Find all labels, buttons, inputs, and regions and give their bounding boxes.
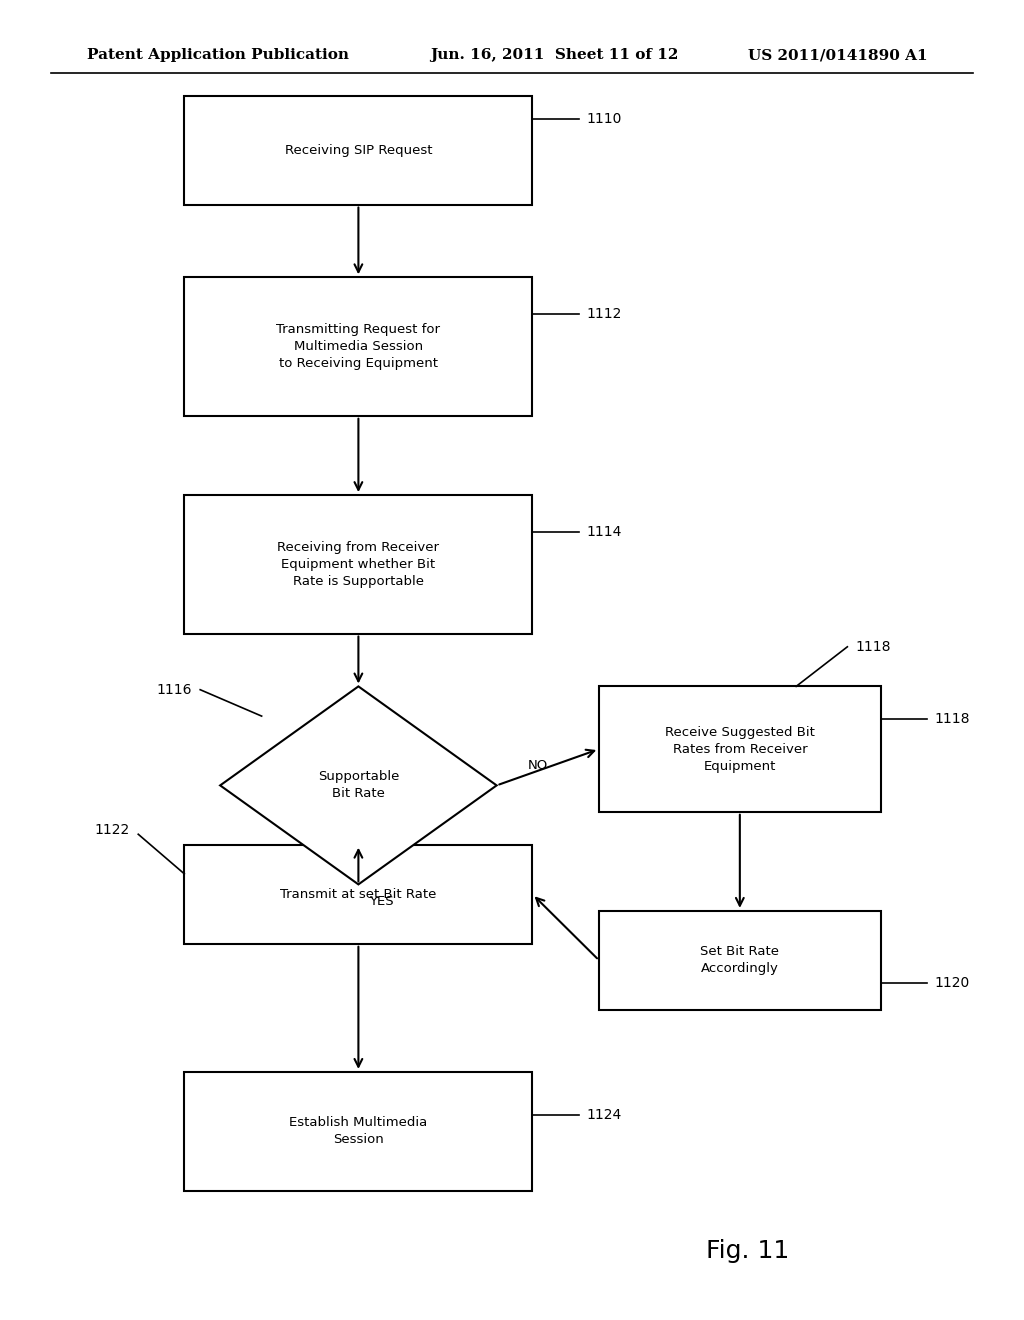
Text: 1112: 1112 bbox=[587, 308, 623, 321]
Text: 1116: 1116 bbox=[157, 682, 191, 697]
Text: Receiving SIP Request: Receiving SIP Request bbox=[285, 144, 432, 157]
Bar bbox=[184, 277, 532, 416]
Bar bbox=[184, 96, 532, 205]
Bar bbox=[184, 495, 532, 634]
Text: 1120: 1120 bbox=[935, 977, 970, 990]
Text: Patent Application Publication: Patent Application Publication bbox=[87, 49, 349, 62]
Polygon shape bbox=[220, 686, 497, 884]
Bar bbox=[184, 845, 532, 944]
Text: Receive Suggested Bit
Rates from Receiver
Equipment: Receive Suggested Bit Rates from Receive… bbox=[665, 726, 815, 772]
Bar bbox=[599, 686, 881, 812]
Bar bbox=[184, 1072, 532, 1191]
Text: 1124: 1124 bbox=[587, 1109, 622, 1122]
Text: Jun. 16, 2011  Sheet 11 of 12: Jun. 16, 2011 Sheet 11 of 12 bbox=[430, 49, 679, 62]
Text: NO: NO bbox=[527, 759, 548, 772]
Text: Set Bit Rate
Accordingly: Set Bit Rate Accordingly bbox=[700, 945, 779, 975]
Text: 1122: 1122 bbox=[95, 824, 130, 837]
Text: Receiving from Receiver
Equipment whether Bit
Rate is Supportable: Receiving from Receiver Equipment whethe… bbox=[278, 541, 439, 587]
Text: 1110: 1110 bbox=[587, 112, 623, 125]
Text: 1118: 1118 bbox=[856, 640, 891, 653]
Text: Establish Multimedia
Session: Establish Multimedia Session bbox=[289, 1117, 428, 1146]
Text: US 2011/0141890 A1: US 2011/0141890 A1 bbox=[748, 49, 927, 62]
Text: Transmitting Request for
Multimedia Session
to Receiving Equipment: Transmitting Request for Multimedia Sess… bbox=[276, 323, 440, 370]
Text: 1114: 1114 bbox=[587, 525, 623, 539]
Text: Transmit at set Bit Rate: Transmit at set Bit Rate bbox=[281, 888, 436, 900]
Bar bbox=[599, 911, 881, 1010]
Text: YES: YES bbox=[369, 895, 393, 908]
Text: 1118: 1118 bbox=[935, 713, 971, 726]
Text: Fig. 11: Fig. 11 bbox=[706, 1239, 790, 1263]
Text: Supportable
Bit Rate: Supportable Bit Rate bbox=[317, 771, 399, 800]
